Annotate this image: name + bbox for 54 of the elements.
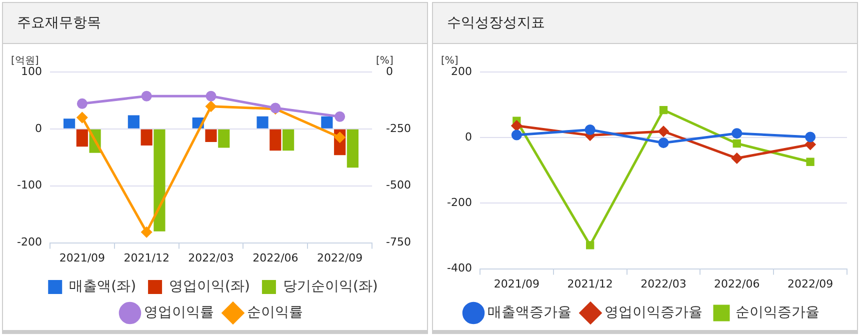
point — [805, 132, 816, 142]
x-tick-label: 2021/12 — [124, 251, 170, 264]
legend-label: 매출액(좌) — [69, 278, 136, 295]
point — [206, 90, 216, 102]
point — [659, 106, 668, 114]
legend-label: 영업이익(좌) — [169, 278, 250, 295]
chart-title: 수익성장성지표 — [433, 3, 857, 44]
y-tick-label: -200 — [446, 196, 472, 210]
legend-label: 순이익률 — [247, 304, 303, 321]
x-tick-label: 2022/06 — [252, 251, 298, 264]
y-tick-label: -100 — [16, 178, 42, 192]
point — [732, 153, 742, 164]
y2-tick-label: -500 — [386, 178, 412, 192]
y-tick-label: -400 — [446, 262, 472, 275]
point — [511, 130, 522, 140]
chart-title: 주요재무항목 — [3, 3, 427, 44]
point — [334, 111, 346, 122]
point — [76, 98, 88, 109]
point — [141, 226, 152, 238]
point — [511, 120, 522, 132]
y-axis-title: [억원] — [11, 56, 39, 67]
point — [732, 128, 742, 139]
y-tick-label: 200 — [450, 64, 472, 78]
y2-tick-label: 0 — [386, 64, 394, 78]
x-tick-label: 2021/12 — [567, 277, 613, 290]
point — [586, 241, 594, 250]
point — [584, 124, 596, 135]
y-axis-title: [%] — [441, 56, 458, 67]
x-tick-label: 2021/09 — [59, 251, 106, 264]
y2-axis-title: [%] — [376, 56, 394, 67]
legend-label: 순이익증가율 — [736, 304, 820, 321]
point — [806, 158, 814, 166]
legend-label: 당기순이익(좌) — [282, 278, 378, 295]
y2-tick-label: -250 — [386, 122, 412, 135]
y-tick-label: 0 — [464, 130, 472, 144]
x-tick-label: 2022/03 — [640, 277, 686, 290]
x-tick-label: 2022/09 — [316, 251, 363, 264]
x-tick-label: 2022/09 — [787, 277, 834, 290]
x-tick-label: 2022/03 — [188, 251, 234, 264]
point — [76, 112, 88, 123]
point — [732, 139, 741, 148]
y-tick-label: 100 — [20, 64, 42, 78]
y-tick-label: -200 — [16, 236, 42, 249]
y-tick-label: 0 — [34, 122, 42, 135]
x-tick-label: 2021/09 — [494, 277, 540, 290]
point — [206, 101, 216, 112]
y2-tick-label: -750 — [386, 236, 412, 249]
point — [658, 126, 669, 137]
point — [141, 90, 152, 102]
legend-label: 영업이익률 — [144, 304, 214, 321]
x-tick-label: 2022/06 — [714, 277, 760, 290]
legend-label: 매출액증가율 — [488, 304, 572, 321]
legend-label: 영업이익증가율 — [604, 304, 702, 321]
point — [658, 138, 669, 148]
